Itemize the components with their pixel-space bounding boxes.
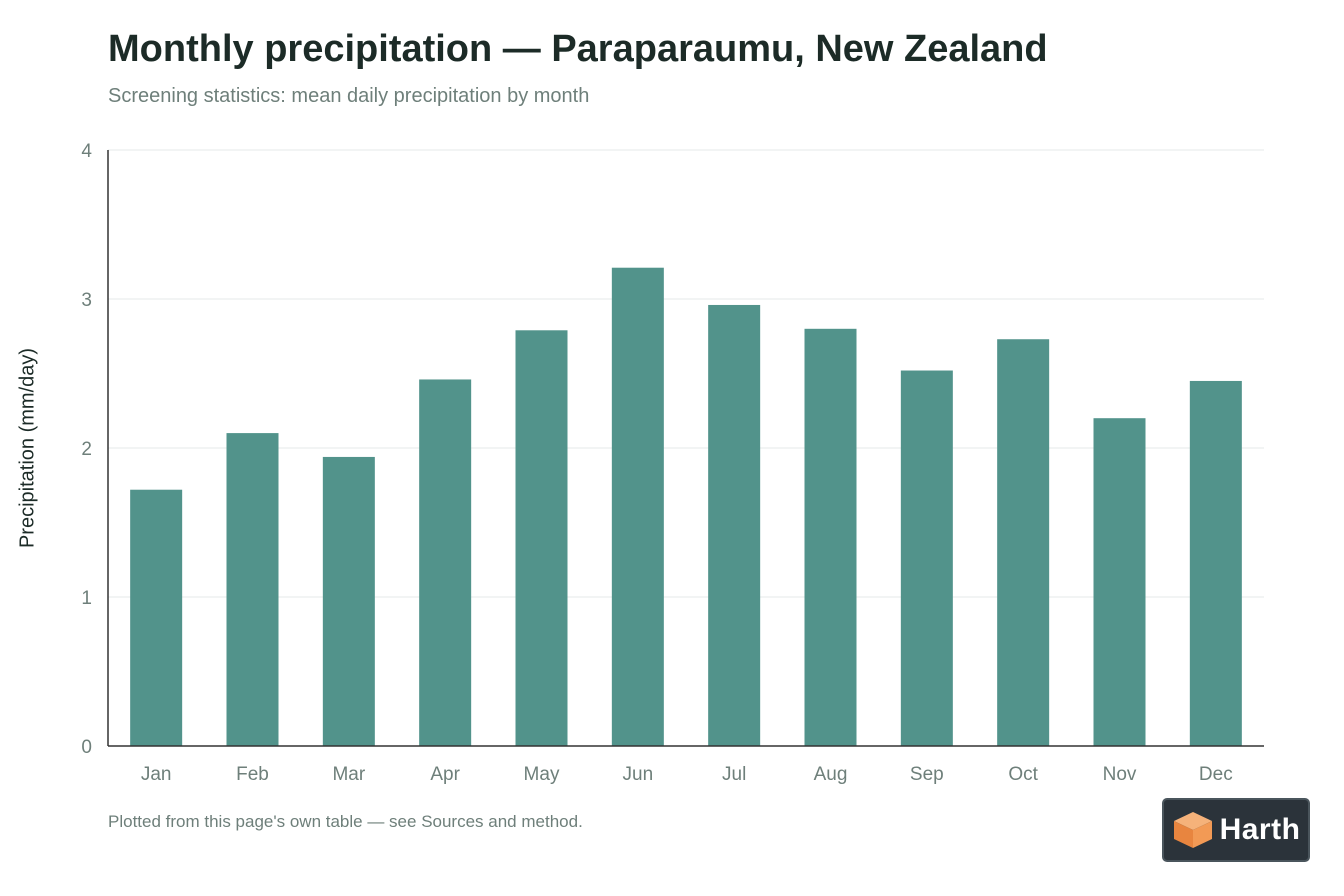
x-tick-labels: Jan Feb Mar Apr May Jun Jul Aug Sep Oct Nov Dec xyxy=(141,764,1233,785)
bars xyxy=(130,267,1242,746)
y-tick-label: 1 xyxy=(81,588,92,609)
y-tick-labels: 0 1 2 3 4 xyxy=(81,141,92,758)
x-tick-label: Jul xyxy=(722,764,746,785)
x-tick-label: Dec xyxy=(1199,764,1233,785)
x-tick-label: May xyxy=(524,764,560,785)
x-tick-label: Nov xyxy=(1103,764,1137,785)
x-tick-label: Sep xyxy=(910,764,944,785)
bar-mar[interactable] xyxy=(322,456,375,746)
bar-jul[interactable] xyxy=(708,304,761,746)
bar-oct[interactable] xyxy=(997,339,1050,746)
x-tick-label: Aug xyxy=(814,764,848,785)
x-tick-label: Apr xyxy=(430,764,460,785)
bar-sep[interactable] xyxy=(900,370,953,746)
x-tick-label: Feb xyxy=(236,764,269,785)
y-tick-label: 0 xyxy=(81,737,92,758)
axes xyxy=(107,150,1264,747)
x-tick-label: Oct xyxy=(1008,764,1038,785)
y-tick-label: 4 xyxy=(81,141,92,162)
cube-logo-icon xyxy=(1173,812,1212,848)
x-tick-label: Jan xyxy=(141,764,172,785)
y-tick-label: 2 xyxy=(81,439,92,460)
bar-aug[interactable] xyxy=(804,328,857,746)
bar-dec[interactable] xyxy=(1189,380,1242,746)
x-tick-label: Jun xyxy=(623,764,654,785)
bar-apr[interactable] xyxy=(419,379,472,746)
bar-may[interactable] xyxy=(515,330,568,746)
brand-badge[interactable]: Harth xyxy=(1162,798,1310,862)
y-tick-label: 3 xyxy=(81,290,92,311)
bar-feb[interactable] xyxy=(226,433,279,746)
source-footnote: Plotted from this page's own table — see… xyxy=(108,812,583,831)
chart-subtitle: Screening statistics: mean daily precipi… xyxy=(108,85,590,107)
brand-name: Harth xyxy=(1219,813,1301,846)
chart-title: Monthly precipitation — Paraparaumu, New… xyxy=(108,28,1048,70)
bar-jan[interactable] xyxy=(130,489,183,746)
bar-nov[interactable] xyxy=(1093,418,1146,746)
bar-jun[interactable] xyxy=(611,267,664,746)
gridlines xyxy=(108,149,1264,598)
x-tick-label: Mar xyxy=(332,764,365,785)
